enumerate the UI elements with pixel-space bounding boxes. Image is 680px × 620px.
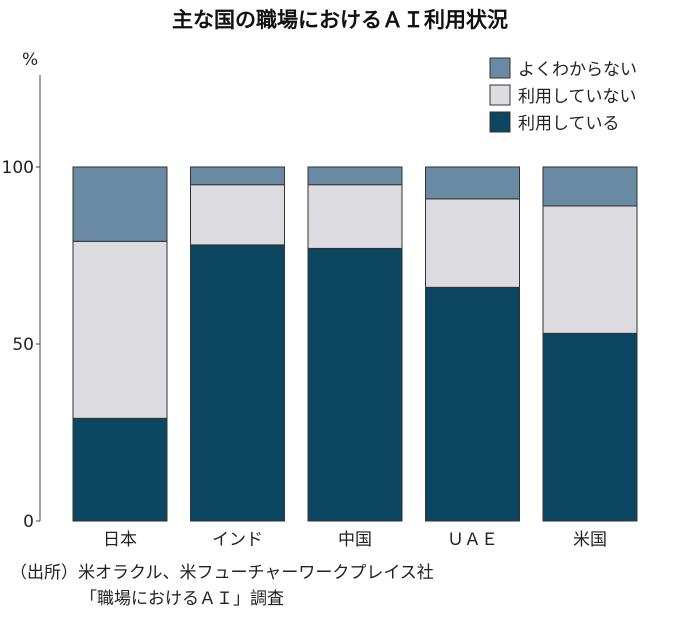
bar-segment: [72, 240, 168, 419]
legend-swatch: [489, 84, 511, 106]
legend-label: 利用していない: [518, 87, 637, 107]
bar-segment: [425, 198, 520, 288]
y-tick-label: 100: [2, 158, 34, 178]
bar-segment: [542, 332, 638, 522]
bar-segment: [542, 166, 638, 207]
legend-swatch: [489, 111, 511, 133]
source-line-1: （出所）米オラクル、米フューチャーワークプレイス社: [10, 563, 434, 583]
x-tick-label: 中国: [338, 530, 372, 550]
legend-label: 利用している: [518, 114, 620, 134]
x-tick-label: 米国: [573, 530, 607, 550]
x-tick-label: 日本: [103, 530, 137, 550]
legend-label: よくわからない: [518, 60, 637, 80]
bar-segment: [542, 205, 638, 334]
y-tick-label: 50: [12, 335, 34, 355]
bar-segment: [425, 286, 520, 522]
x-tick-label: インド: [212, 530, 263, 550]
y-axis-unit-label: %: [22, 50, 38, 70]
bar-segment: [190, 166, 285, 186]
bar-segment: [190, 184, 285, 246]
bar-segment: [307, 166, 403, 186]
bar-segment: [307, 184, 403, 249]
bar-segment: [307, 247, 403, 522]
legend-swatch: [489, 57, 511, 79]
chart-title: 主な国の職場におけるＡＩ利用状況: [172, 8, 508, 32]
source-note: （出所）米オラクル、米フューチャーワークプレイス社 「職場におけるＡＩ」調査: [10, 560, 434, 612]
y-tick-label: 0: [23, 512, 34, 532]
bar-segment: [72, 417, 168, 522]
source-line-2: 「職場におけるＡＩ」調査: [80, 589, 284, 609]
bar-segment: [72, 166, 168, 242]
bar-segment: [190, 244, 285, 522]
bar-segment: [425, 166, 520, 200]
x-tick-label: ＵＡＥ: [447, 530, 498, 550]
